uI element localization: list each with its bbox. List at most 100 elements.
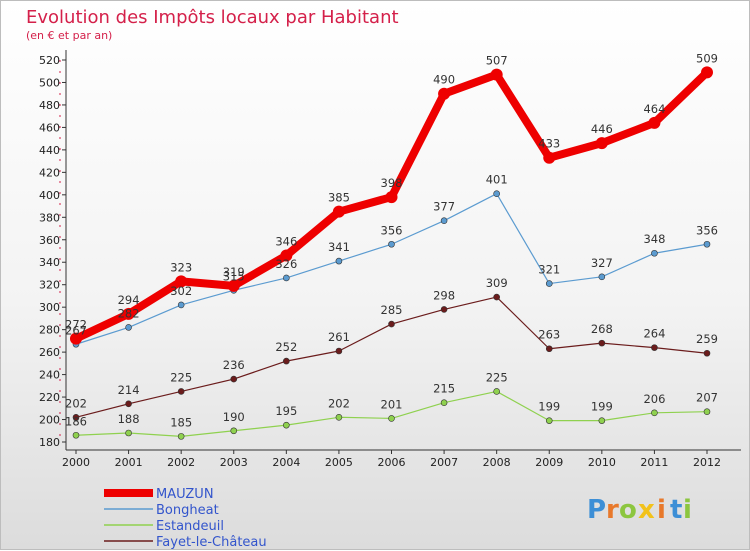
data-point bbox=[703, 349, 711, 357]
axes: 180 200 220 240 260 280 300 320 340 360 380 400 420 4… bbox=[39, 50, 741, 469]
x-tick-label: 2004 bbox=[272, 456, 300, 469]
data-point bbox=[490, 68, 503, 81]
y-tick-label: 480 bbox=[39, 99, 60, 112]
data-point bbox=[388, 240, 395, 248]
data-label: 263 bbox=[538, 328, 560, 342]
data-label: 282 bbox=[118, 306, 140, 320]
data-label: 464 bbox=[643, 102, 665, 116]
data-label: 507 bbox=[486, 54, 508, 68]
data-label: 321 bbox=[538, 263, 560, 277]
data-point bbox=[230, 427, 238, 435]
chart-title: Evolution des Impôts locaux par Habitant bbox=[26, 7, 399, 28]
data-point bbox=[283, 274, 290, 282]
data-label: 323 bbox=[170, 260, 192, 274]
data-point bbox=[651, 344, 658, 351]
data-point bbox=[227, 279, 240, 292]
legend-label: MAUZUN bbox=[156, 487, 214, 502]
data-point bbox=[440, 306, 448, 313]
x-tick-label: 2002 bbox=[167, 456, 195, 469]
y-tick-label: 240 bbox=[39, 369, 60, 382]
data-label: 309 bbox=[486, 276, 508, 290]
data-label: 315 bbox=[223, 269, 245, 283]
data-point bbox=[332, 205, 345, 218]
x-tick-label: 2008 bbox=[483, 456, 511, 469]
y-tick-label: 440 bbox=[39, 144, 60, 157]
data-point bbox=[283, 421, 290, 429]
x-tick-label: 2003 bbox=[220, 456, 248, 469]
data-label: 348 bbox=[643, 232, 665, 246]
series-layer bbox=[70, 66, 713, 440]
data-point bbox=[122, 307, 135, 320]
data-label: 207 bbox=[696, 391, 718, 405]
data-point bbox=[72, 413, 80, 421]
data-point bbox=[335, 413, 343, 421]
x-tick-label: 2005 bbox=[325, 456, 353, 469]
data-label: 188 bbox=[118, 412, 140, 426]
data-point bbox=[230, 375, 238, 383]
data-point bbox=[651, 409, 658, 417]
data-point bbox=[703, 240, 711, 248]
legend-label: Fayet-le-Château bbox=[156, 535, 267, 550]
x-tick-label: 2007 bbox=[430, 456, 458, 469]
logo-letter: x bbox=[638, 495, 655, 525]
data-label: 490 bbox=[433, 73, 455, 87]
legend-label: Estandeuil bbox=[156, 519, 224, 534]
data-point bbox=[125, 400, 132, 408]
data-label: 346 bbox=[275, 234, 297, 248]
x-tick-label: 2006 bbox=[378, 456, 406, 469]
data-point bbox=[651, 249, 658, 257]
logo-letter: r bbox=[606, 495, 619, 525]
y-tick-label: 400 bbox=[39, 189, 60, 202]
data-point bbox=[177, 301, 185, 309]
data-label: 356 bbox=[696, 223, 718, 237]
data-point bbox=[438, 87, 451, 100]
y-tick-label: 300 bbox=[39, 301, 60, 314]
data-label: 302 bbox=[170, 284, 192, 298]
y-tick-label: 460 bbox=[39, 121, 60, 134]
x-tick-label: 2011 bbox=[640, 456, 668, 469]
data-point bbox=[283, 357, 290, 365]
data-label: 356 bbox=[381, 223, 403, 237]
y-tick-label: 380 bbox=[39, 211, 60, 224]
x-tick-label: 2001 bbox=[115, 456, 143, 469]
data-label: 326 bbox=[275, 257, 297, 271]
data-point bbox=[493, 190, 500, 197]
y-tick-label: 260 bbox=[39, 346, 60, 359]
data-label: 185 bbox=[170, 415, 192, 429]
data-point bbox=[335, 257, 343, 265]
data-label: 261 bbox=[328, 330, 350, 344]
data-point bbox=[493, 388, 500, 395]
y-tick-label: 340 bbox=[39, 256, 60, 269]
data-label: 236 bbox=[223, 358, 245, 372]
data-point bbox=[175, 275, 188, 288]
data-label: 341 bbox=[328, 240, 350, 254]
data-label: 190 bbox=[223, 410, 245, 424]
data-point bbox=[701, 66, 713, 79]
data-point bbox=[493, 293, 500, 301]
data-label: 202 bbox=[328, 396, 350, 410]
data-point bbox=[598, 417, 606, 424]
series-line-0 bbox=[72, 68, 711, 343]
y-tick-label: 420 bbox=[39, 166, 60, 179]
y-tick-label: 200 bbox=[39, 414, 60, 427]
y-tick-label: 500 bbox=[39, 76, 60, 89]
data-point bbox=[388, 320, 395, 328]
data-label: 201 bbox=[381, 397, 403, 411]
data-label: 446 bbox=[591, 122, 613, 136]
data-labels-layer: 202 214 225 236 252 261 285 298 309 263 268 264 259 1… bbox=[65, 51, 718, 429]
data-label: 264 bbox=[643, 327, 665, 341]
data-point bbox=[335, 347, 343, 355]
data-point bbox=[545, 345, 553, 353]
data-point bbox=[125, 429, 132, 437]
x-tick-label: 2012 bbox=[693, 456, 721, 469]
data-label: 202 bbox=[65, 396, 87, 410]
data-label: 199 bbox=[538, 400, 560, 414]
data-label: 401 bbox=[486, 173, 508, 187]
data-point bbox=[595, 137, 608, 150]
data-point bbox=[280, 249, 293, 262]
data-label: 509 bbox=[696, 51, 718, 65]
data-label: 186 bbox=[65, 414, 87, 428]
x-tick-label: 2009 bbox=[535, 456, 563, 469]
data-label: 225 bbox=[486, 370, 508, 384]
